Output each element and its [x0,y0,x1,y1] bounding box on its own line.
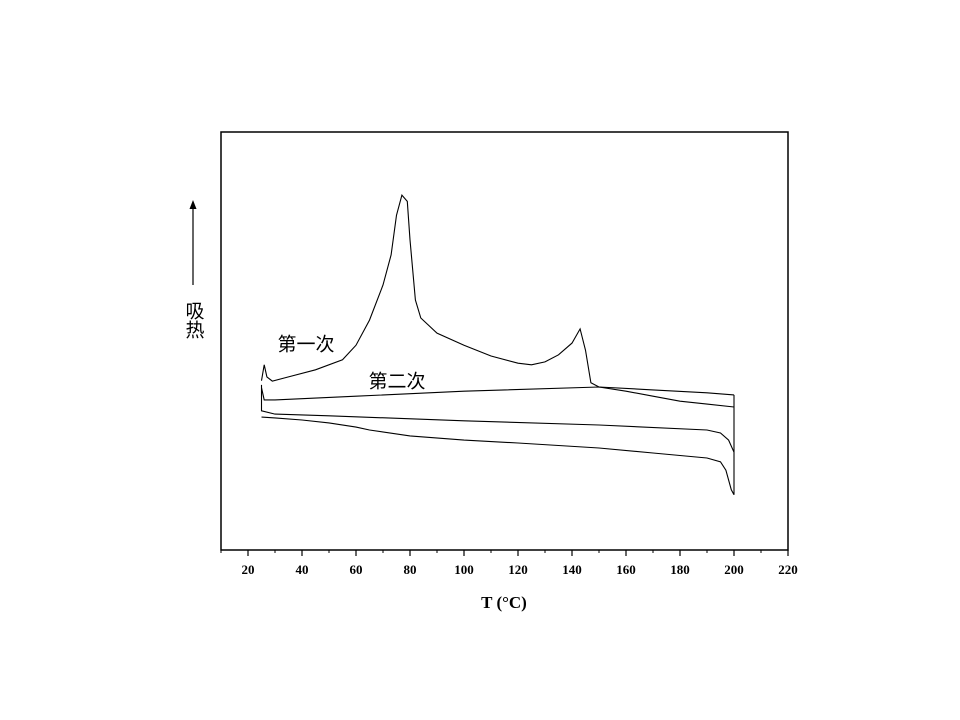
y-axis-label: 吸热 [183,301,205,339]
series-line [260,384,735,453]
y-arrow-head [189,200,197,209]
series-line [260,386,735,401]
series-label: 第一次 [277,334,334,356]
x-tick-label: 140 [562,562,582,577]
series-line [260,193,735,408]
x-tick-label: 220 [778,562,798,577]
plot-frame [220,131,789,551]
x-axis-label: T (°C) [481,593,527,612]
x-tick-label: 20 [242,562,255,577]
x-tick-label: 100 [454,562,474,577]
x-tick-label: 120 [508,562,528,577]
series-line [261,394,735,496]
x-tick-label: 40 [296,562,309,577]
x-tick-label: 160 [616,562,636,577]
x-tick-label: 60 [350,562,363,577]
x-tick-label: 200 [724,562,744,577]
x-tick-label: 180 [670,562,690,577]
x-tick-label: 80 [404,562,417,577]
series-label: 第二次 [368,371,425,393]
